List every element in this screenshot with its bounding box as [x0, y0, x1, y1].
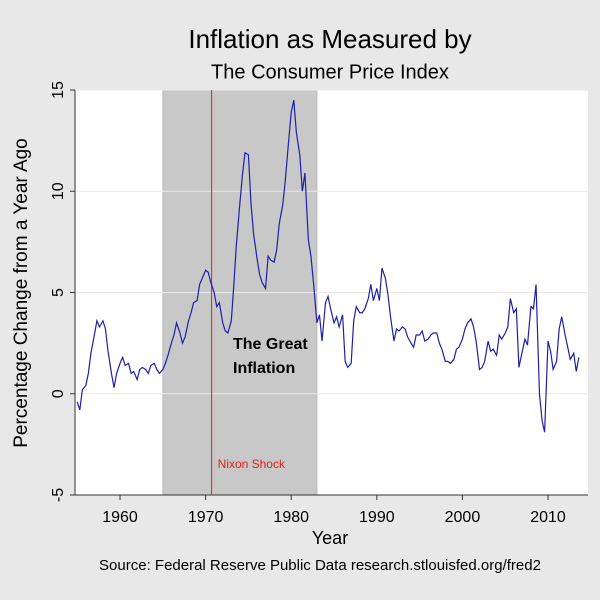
- y-tick-label: 15: [50, 81, 67, 99]
- plot-area: -5 0 5 10 15 1960 1970 1980 1990 2000 2010 The Grea…: [50, 81, 588, 526]
- x-tick-label: 1990: [359, 509, 395, 526]
- y-tick-label: -5: [50, 488, 67, 502]
- x-tick-label: 1970: [188, 509, 224, 526]
- x-tick-label: 1980: [273, 509, 309, 526]
- y-tick-label: 5: [50, 288, 67, 297]
- x-tick-label: 2010: [530, 509, 566, 526]
- source: Source: Federal Reserve Public Data rese…: [99, 557, 541, 574]
- chart-title: Inflation as Measured by: [188, 24, 471, 54]
- inflation-line: [76, 100, 580, 433]
- annotation: The Great: [233, 336, 308, 353]
- y-axis-label: Percentage Change from a Year Ago: [11, 138, 32, 448]
- annotation: Nixon Shock: [218, 457, 286, 471]
- y-tick-label: 0: [50, 389, 67, 398]
- x-tick-label: 2000: [445, 509, 481, 526]
- annotation: Inflation: [233, 360, 295, 377]
- x-axis-label: Year: [312, 528, 348, 548]
- chart-subtitle: The Consumer Price Index: [211, 61, 449, 83]
- x-tick-label: 1960: [102, 509, 138, 526]
- y-tick-label: 10: [50, 182, 67, 200]
